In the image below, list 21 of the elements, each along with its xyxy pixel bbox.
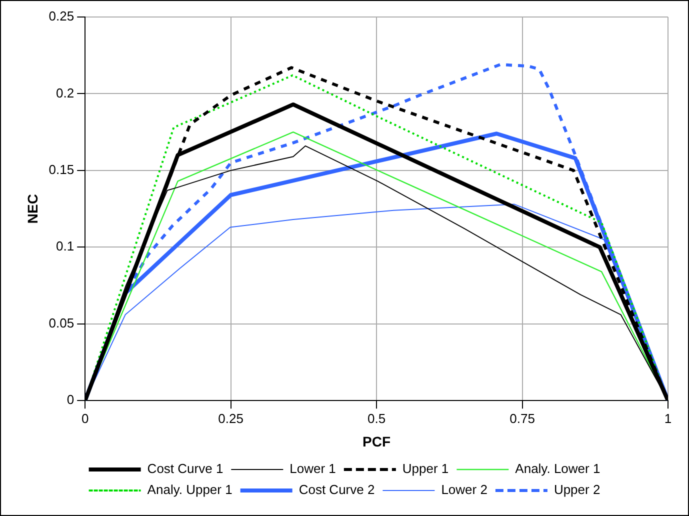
y-tick-label: 0.05 — [48, 315, 74, 330]
y-tick-label: 0.2 — [56, 85, 74, 100]
x-tick-label: 0.5 — [368, 410, 386, 426]
legend-label: Lower 1 — [290, 461, 336, 476]
y-axis-title: NEC — [24, 194, 40, 224]
legend-label: Upper 2 — [554, 482, 600, 498]
y-tick-label: 0.15 — [48, 162, 74, 178]
x-tick-label: 0.25 — [218, 410, 244, 426]
x-axis-title: PCF — [362, 433, 391, 450]
legend-label: Upper 1 — [402, 461, 449, 476]
legend-label: Analy. Upper 1 — [147, 482, 232, 498]
x-tick-label: 1 — [664, 410, 672, 426]
x-tick-label: 0 — [81, 410, 89, 426]
legend-label: Lower 2 — [441, 482, 488, 498]
x-tick-label: 0.75 — [510, 410, 535, 426]
y-tick-label: 0.25 — [48, 8, 74, 24]
y-tick-label: 0.1 — [56, 238, 74, 254]
legend-label: Cost Curve 2 — [298, 482, 375, 498]
y-tick-label: 0 — [66, 392, 74, 408]
legend-label: Cost Curve 1 — [147, 461, 224, 476]
legend-label: Analy. Lower 1 — [515, 461, 600, 476]
